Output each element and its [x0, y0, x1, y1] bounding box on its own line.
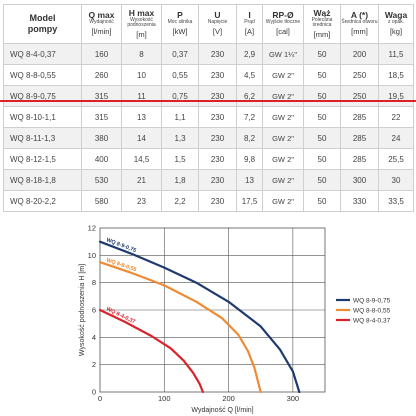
table-cell: 21 [121, 169, 162, 191]
table-cell: 230 [198, 43, 237, 65]
table-cell: 33,5 [378, 190, 414, 212]
table-cell: 23 [121, 190, 162, 212]
table-cell: GW 2" [262, 127, 304, 149]
model-cell: WQ 8-18-1,8 [3, 169, 82, 191]
x-axis-label: Wydajność Q [l/min] [191, 407, 253, 414]
table-cell: 285 [340, 127, 379, 149]
x-tick-label: 100 [158, 394, 171, 403]
x-tick-label: 200 [222, 394, 235, 403]
legend-label: WQ 8-4-0,37 [353, 318, 391, 325]
y-tick-label: 4 [92, 333, 96, 342]
y-tick-label: 10 [88, 251, 96, 260]
table-cell: 2,9 [236, 43, 263, 65]
table-cell: 380 [81, 127, 122, 149]
table-header-row: Model pompy Q max Wydajność [l/min] H max W… [3, 4, 414, 44]
table-row: WQ 8-10-1,1 315 13 1,1 230 7,2 GW 2" 50 285 22 [3, 106, 414, 128]
x-tick-label: 0 [98, 394, 102, 403]
model-cell: WQ 8-11-1,3 [3, 127, 82, 149]
table-cell: 8 [121, 43, 162, 65]
header-current: I Prąd [A] [236, 4, 263, 44]
table-cell: 50 [303, 43, 341, 65]
table-row: WQ 8-18-1,8 530 21 1,8 230 13 GW 2" 50 300 30 [3, 169, 414, 191]
table-cell: 24 [378, 127, 414, 149]
table-row: WQ 8-8-0,55 260 10 0,55 230 4,5 GW 2" 50 250 18,5 [3, 64, 414, 86]
series-line [98, 261, 262, 394]
table-row: WQ 8-12-1,5 400 14,5 1,5 230 9,8 GW 2" 50 285 25,… [3, 148, 414, 170]
table-cell: 50 [303, 127, 341, 149]
table-cell: 230 [198, 169, 237, 191]
y-tick-label: 6 [92, 306, 96, 315]
y-axis-label: Wysokość podnoszenia H [m] [79, 264, 86, 356]
header-model: Model pompy [3, 4, 82, 44]
table-row: WQ 8-20-2,2 580 23 2,2 230 17,5 GW 2" 50 330 33,5 [3, 190, 414, 212]
table-cell: 50 [303, 190, 341, 212]
header-weight: Waga z opak. [kg] [378, 4, 414, 44]
table-cell: 13 [236, 169, 263, 191]
table-cell: 530 [81, 169, 122, 191]
legend-label: WQ 8-9-0,75 [353, 298, 391, 305]
table-cell: 11,5 [378, 43, 414, 65]
red-divider-line [0, 100, 416, 102]
header-diameter: A (*) Średnica otworu [mm] [340, 4, 379, 44]
table-cell: GW 1¼" [262, 43, 304, 65]
y-tick-label: 2 [92, 360, 96, 369]
table-cell: 1,8 [161, 169, 199, 191]
series-line [98, 308, 204, 394]
legend-label: WQ 8-8-0,55 [353, 308, 391, 315]
table-row: WQ 8-4-0,37 160 8 0,37 230 2,9 GW 1¼" 50 200 11,5 [3, 43, 414, 65]
series-line [98, 240, 301, 394]
table-cell: 1,3 [161, 127, 199, 149]
x-tick-label: 300 [287, 394, 300, 403]
table-cell: 230 [198, 127, 237, 149]
y-tick-label: 12 [88, 224, 96, 233]
table-cell: 17,5 [236, 190, 263, 212]
y-tick-label: 0 [92, 388, 96, 397]
table-cell: GW 2" [262, 190, 304, 212]
table-cell: 50 [303, 169, 341, 191]
table-cell: 0,37 [161, 43, 199, 65]
y-tick-label: 8 [92, 278, 96, 287]
